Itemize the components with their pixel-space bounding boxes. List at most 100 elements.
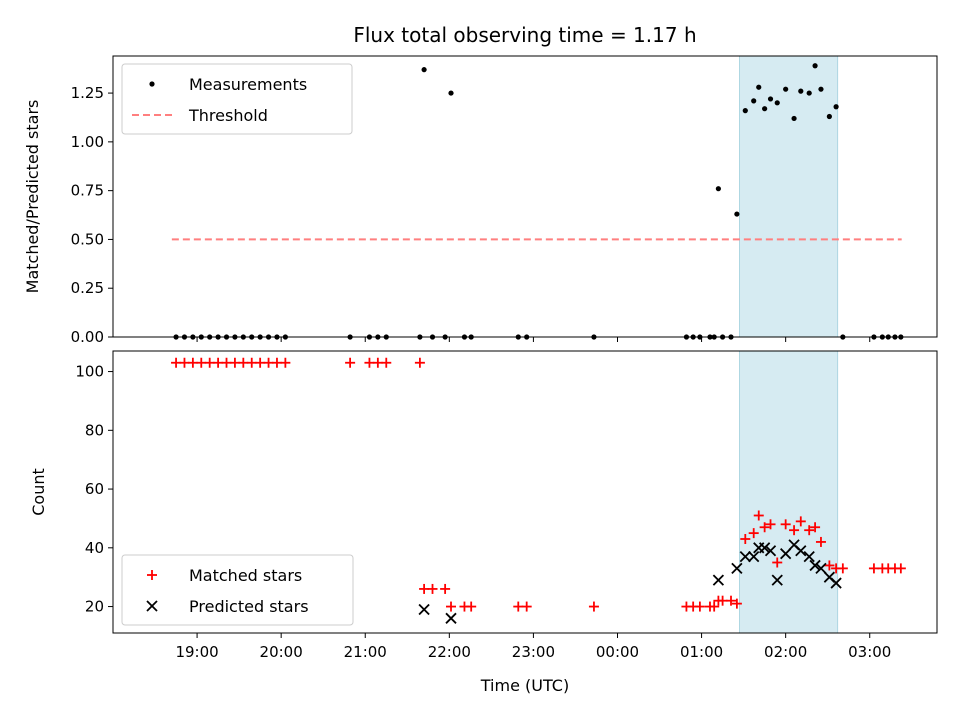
- top-y-tick-label: 0.25: [71, 279, 104, 297]
- measurement-point: [742, 108, 748, 114]
- matched-star-marker: [709, 601, 720, 612]
- x-tick-label: 03:00: [848, 643, 891, 661]
- predicted-star-marker: [146, 600, 158, 612]
- predicted-star-marker: [758, 542, 771, 554]
- bottom-y-tick-label: 60: [85, 480, 104, 498]
- matched-star-marker: [414, 357, 425, 368]
- x-b: [795, 545, 807, 557]
- predicted-star-marker: [815, 562, 827, 575]
- measurement-point: [798, 88, 804, 94]
- bottom-panel: 20 40 60 80 100 19:00 20:00 21:00 22:00 23:00 00:…: [29, 350, 938, 695]
- x-b: [146, 600, 158, 612]
- top-y-tick-label: 0.75: [71, 182, 104, 200]
- bottom-y-tick-label: 20: [85, 598, 104, 616]
- matched-star-marker: [246, 357, 257, 368]
- matched-star-marker: [440, 583, 451, 594]
- predicted-star-marker: [764, 545, 777, 557]
- matched-star-marker: [147, 570, 157, 580]
- matched-star-marker: [717, 595, 728, 606]
- top-x-ticks: [196, 337, 871, 342]
- x-tick-label: 19:00: [175, 643, 218, 661]
- measurement-point: [783, 86, 789, 92]
- measurement-point: [715, 186, 721, 192]
- matched-star-marker: [446, 601, 457, 612]
- matched-star-marker: [895, 563, 906, 574]
- matched-star-marker: [810, 522, 821, 533]
- x-b: [758, 542, 771, 554]
- matched-star-marker: [271, 357, 282, 368]
- matched-star-marker: [179, 357, 190, 368]
- matched-star-marker: [780, 519, 791, 530]
- measurement-point: [751, 98, 757, 104]
- x-tick-label: 23:00: [512, 643, 555, 661]
- x-b: [830, 577, 842, 589]
- measurement-point: [818, 86, 824, 92]
- matched-star-marker: [280, 357, 291, 368]
- x-b: [815, 562, 827, 575]
- matched-star-marker: [466, 601, 477, 612]
- measurement-point: [734, 211, 740, 217]
- matched-star-marker: [789, 525, 800, 536]
- bottom-y-tick-label: 80: [85, 421, 104, 439]
- matched-star-marker: [740, 534, 751, 544]
- predicted-star-marker: [418, 603, 430, 616]
- matched-star-marker: [419, 583, 430, 594]
- predicted-star-marker: [739, 550, 751, 563]
- predicted-star-marker: [830, 577, 842, 589]
- matched-star-marker: [263, 357, 274, 368]
- top-frame: [112, 55, 938, 338]
- x-tick-label: 02:00: [764, 643, 807, 661]
- predicted-star-marker: [445, 612, 457, 624]
- matched-star-marker: [204, 357, 215, 368]
- x-b: [764, 545, 777, 557]
- bottom-y-tick-label: 100: [75, 363, 104, 381]
- top-y-tick-label: 1.00: [71, 133, 104, 151]
- matched-star-marker: [187, 357, 198, 368]
- x-b: [788, 539, 800, 551]
- x-b: [712, 574, 725, 586]
- matched-star-marker: [255, 357, 266, 368]
- measurement-point: [448, 90, 454, 96]
- top-legend-label: Measurements: [189, 75, 307, 94]
- measurement-point: [756, 84, 762, 90]
- matched-star-marker: [815, 536, 826, 547]
- top-panel: 0.00 0.25 0.50 0.75 1.00 1.25 Flux total obse…: [23, 23, 938, 346]
- top-y-tick-label: 0.50: [71, 230, 104, 248]
- measurement-point: [149, 81, 155, 87]
- matched-star-marker: [731, 598, 742, 609]
- bottom-frame: [112, 350, 938, 634]
- bottom-marks: [171, 357, 906, 624]
- predicted-star-marker: [809, 559, 821, 572]
- matched-star-marker: [795, 516, 806, 527]
- matched-star-marker: [772, 557, 783, 568]
- bottom-legend-label: Predicted stars: [189, 597, 309, 616]
- matched-star-marker: [759, 522, 770, 533]
- measurement-point: [826, 113, 832, 120]
- predicted-star-marker: [795, 545, 807, 557]
- x-b: [803, 550, 815, 563]
- x-axis-label: Time (UTC): [480, 676, 569, 695]
- measurement-point: [762, 106, 768, 112]
- matched-star-marker: [726, 595, 736, 606]
- matched-star-marker: [427, 583, 438, 594]
- x-tick-label: 21:00: [344, 643, 387, 661]
- measurement-point: [833, 104, 839, 110]
- x-b: [739, 550, 751, 563]
- matched-star-marker: [748, 528, 759, 539]
- top-legend-label: Threshold: [188, 106, 268, 125]
- top-legend: Measurements Threshold: [121, 63, 353, 135]
- bottom-y-tick-label: 40: [85, 539, 104, 557]
- matched-star-marker: [694, 601, 705, 612]
- top-y-tick-label: 1.25: [71, 84, 104, 102]
- bottom-y-axis-label: Count: [29, 468, 48, 516]
- predicted-star-marker: [771, 574, 783, 586]
- matched-star-marker: [588, 601, 599, 612]
- top-highlight-span: [739, 55, 839, 338]
- matched-star-marker: [372, 357, 383, 368]
- x-b: [809, 559, 821, 572]
- matched-star-marker: [381, 357, 392, 368]
- bottom-highlight-span: [739, 350, 839, 634]
- matched-star-marker: [345, 357, 356, 368]
- matched-star-marker: [765, 519, 776, 530]
